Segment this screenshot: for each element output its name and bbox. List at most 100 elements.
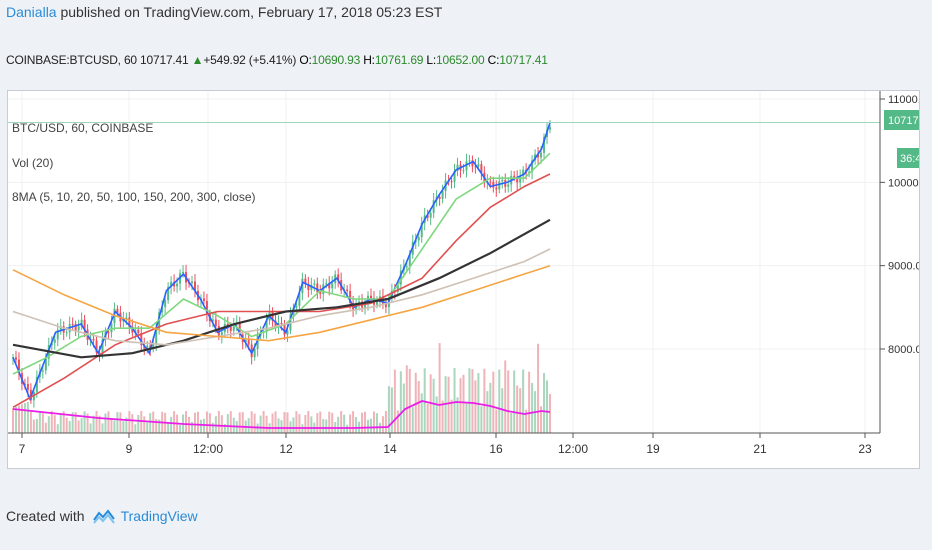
volume-bar: [122, 421, 125, 433]
tradingview-link[interactable]: TradingView: [92, 508, 198, 524]
volume-bar: [525, 409, 528, 433]
candle-body: [56, 329, 59, 340]
author-link[interactable]: Danialla: [6, 4, 57, 20]
volume-bar: [89, 423, 92, 433]
volume-bar: [483, 368, 486, 433]
close-value: 10717.41: [499, 53, 548, 67]
volume-bar: [450, 399, 453, 433]
candle-body: [501, 179, 504, 182]
legend-symbol[interactable]: BTC/USD, 60, COINBASE: [12, 121, 153, 135]
created-with: Created with: [6, 508, 85, 524]
volume-bar: [462, 374, 465, 433]
volume-bar: [546, 380, 549, 433]
volume-bar: [274, 411, 277, 433]
candle-body: [537, 154, 540, 158]
candle-body: [250, 344, 253, 358]
candle-body: [232, 323, 235, 331]
volume-bar: [390, 387, 393, 433]
volume-bar: [486, 391, 489, 433]
candle-body: [193, 281, 196, 292]
candle-body: [74, 324, 77, 331]
volume-bar: [107, 411, 110, 433]
legend-ma[interactable]: 8MA (5, 10, 20, 50, 100, 150, 200, 300, …: [12, 190, 256, 204]
volume-bar: [143, 416, 146, 433]
candle-body: [408, 254, 411, 267]
volume-bar: [372, 411, 375, 433]
volume-bar: [501, 388, 504, 433]
volume-bar: [522, 369, 525, 433]
volume-bar: [238, 412, 241, 433]
volume-bar: [125, 417, 128, 433]
candle-body: [26, 384, 29, 390]
volume-bar: [146, 422, 149, 433]
volume-bar: [179, 424, 182, 433]
candle-body: [256, 335, 259, 350]
volume-bar: [92, 415, 95, 433]
footer: Created with TradingView: [6, 508, 198, 524]
volume-bar: [504, 360, 507, 433]
candle-body: [346, 289, 349, 291]
candle-body: [316, 283, 319, 293]
volume-bar: [205, 411, 208, 433]
candle-body: [399, 270, 402, 285]
volume-ma: [12, 400, 551, 429]
volume-bar: [247, 418, 250, 433]
volume-bar: [286, 412, 289, 433]
volume-bar: [316, 413, 319, 433]
candle-body: [298, 293, 301, 306]
chart-panel[interactable]: 8000.00 9000.00 10000.00 11000.00 7 9 12:00 12…: [7, 90, 932, 469]
volume-bars: [12, 343, 551, 433]
volume-bar: [173, 411, 176, 433]
volume-bar: [104, 413, 107, 433]
candle-body: [167, 286, 170, 301]
volume-bar: [465, 402, 468, 433]
x-tick-label: 12: [279, 442, 293, 456]
volume-bar: [414, 372, 417, 433]
close-label: C:: [487, 53, 500, 67]
volume-bar: [283, 412, 286, 433]
candle-body: [465, 161, 468, 171]
candle-body: [202, 298, 205, 302]
volume-bar: [459, 378, 462, 433]
volume-bar: [304, 415, 307, 433]
candle-body: [370, 295, 372, 298]
candle-body: [498, 181, 501, 190]
volume-bar: [492, 371, 495, 433]
volume-bar: [202, 418, 205, 433]
volume-bar: [474, 380, 477, 433]
candle-body: [474, 166, 477, 168]
volume-bar: [47, 416, 50, 433]
volume-bar: [196, 411, 199, 433]
chart-svg[interactable]: 8000.00 9000.00 10000.00 11000.00 7 9 12:00 12…: [8, 91, 932, 468]
volume-bar: [346, 424, 349, 433]
price-axis[interactable]: 8000.00 9000.00 10000.00 11000.00: [880, 94, 932, 356]
y-tick-label: 9000.00: [888, 261, 919, 273]
candle-body: [456, 164, 459, 171]
volume-bar: [14, 406, 17, 433]
candle-body: [441, 191, 444, 199]
candle-body: [337, 274, 340, 281]
low-label: L:: [426, 53, 437, 67]
volume-bar: [495, 409, 498, 433]
candle-body: [35, 376, 38, 393]
volume-bar: [211, 422, 214, 433]
y-tick-label: 11000.00: [888, 94, 919, 106]
volume-bar: [56, 424, 59, 433]
volume-bar: [86, 413, 89, 433]
volume-bar: [29, 411, 32, 433]
candle-body: [331, 283, 334, 289]
legend-volume[interactable]: Vol (20): [12, 156, 53, 170]
candle-body: [83, 319, 86, 330]
volume-bar: [191, 421, 193, 433]
candle-body: [477, 164, 480, 167]
x-tick-label: 19: [646, 442, 660, 456]
time-axis[interactable]: 7 9 12:00 12 14 16 12:00 19 21 23: [19, 433, 872, 456]
x-tick-label: 12:00: [558, 442, 588, 456]
candle-body: [549, 127, 551, 130]
volume-bar: [468, 368, 471, 433]
candle-body: [495, 187, 498, 190]
change: +549.92 (+5.41%): [203, 53, 297, 67]
candle-body: [384, 303, 387, 308]
candle-body: [146, 345, 149, 349]
volume-bar: [528, 371, 531, 433]
